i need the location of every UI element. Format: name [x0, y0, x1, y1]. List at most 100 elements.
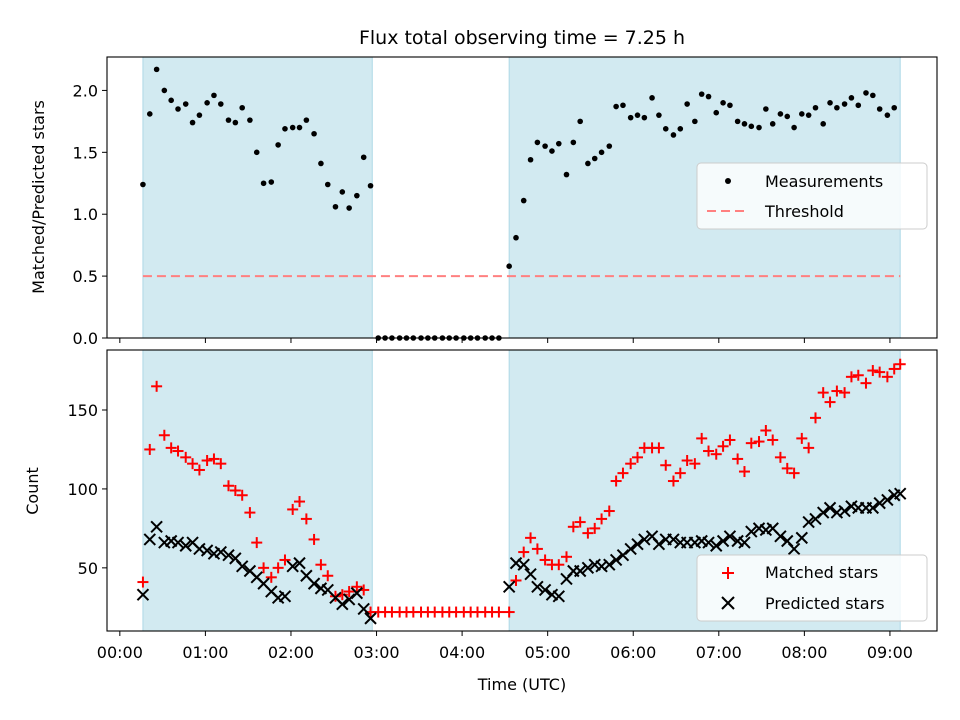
matched-star-point	[596, 513, 608, 525]
measurement-point	[225, 117, 232, 123]
predicted-star-point	[235, 560, 249, 573]
xtick-label: 08:00	[781, 643, 827, 662]
measurement-point	[763, 106, 769, 112]
matched-star-point	[236, 489, 248, 501]
predicted-star-point	[787, 542, 801, 556]
predicted-star-point	[350, 586, 364, 600]
matched-star-point	[215, 458, 227, 470]
xtick-label: 00:00	[97, 643, 143, 662]
predicted-star-point	[893, 487, 907, 500]
matched-star-point	[187, 458, 199, 470]
top-ytick-label: 1.0	[73, 205, 98, 224]
matched-star-point	[582, 527, 594, 539]
matched-star-point	[852, 369, 864, 381]
measurement-point	[591, 155, 598, 162]
predicted-star-point	[171, 536, 185, 549]
matched-star-point	[258, 562, 270, 574]
measurement-point	[841, 101, 848, 107]
measurement-point	[268, 179, 275, 185]
matched-star-point	[510, 574, 522, 586]
measurement-point	[289, 124, 296, 131]
matched-star-point	[696, 432, 708, 444]
measurement-point	[748, 123, 755, 130]
measurement-point	[741, 121, 748, 127]
predicted-star-point	[603, 558, 616, 571]
matched-star-point	[717, 440, 729, 452]
measurement-point	[318, 160, 324, 167]
x-axis-label: Time (UTC)	[477, 675, 566, 694]
matched-star-point	[503, 606, 515, 618]
predicted-star-point	[136, 588, 150, 601]
measurement-point	[360, 154, 367, 161]
matched-star-point	[881, 371, 893, 383]
measurement-point	[549, 148, 555, 154]
predicted-star-point	[150, 520, 163, 534]
matched-star-point	[223, 480, 235, 492]
matched-star-point	[193, 464, 205, 476]
measurement-point	[656, 112, 662, 118]
measurement-point	[247, 117, 253, 123]
matched-star-point	[738, 466, 750, 478]
measurement-point	[620, 102, 626, 109]
matched-star-point	[753, 436, 765, 448]
predicted-star-point	[631, 537, 644, 551]
matched-star-point	[287, 503, 299, 515]
measurement-point	[527, 156, 534, 163]
measurement-point	[713, 109, 720, 116]
predicted-star-point	[278, 590, 292, 603]
predicted-star-point	[873, 496, 886, 510]
matched-star-point	[625, 458, 637, 470]
measurement-point	[727, 102, 733, 109]
legend-predicted-marker	[721, 596, 735, 610]
bottom-ytick-label: 100	[67, 480, 98, 499]
matched-star-point	[888, 363, 900, 375]
matched-star-point	[689, 458, 701, 470]
measurement-point	[339, 189, 346, 195]
legend-measurements-marker	[725, 178, 731, 184]
measurement-point	[756, 124, 762, 131]
matched-star-point	[860, 377, 872, 389]
matched-star-point	[774, 451, 786, 463]
measurement-point	[812, 104, 819, 111]
measurement-point	[598, 149, 605, 156]
measurement-point	[506, 263, 512, 270]
measurement-point	[577, 118, 583, 125]
xtick-label: 02:00	[268, 643, 314, 662]
measurement-point	[884, 112, 891, 118]
matched-star-point	[208, 453, 220, 465]
measurement-point	[324, 181, 331, 188]
matched-star-point	[732, 453, 744, 465]
matched-star-point	[681, 455, 693, 467]
matched-star-point	[180, 451, 192, 463]
measurement-point	[182, 101, 189, 107]
matched-star-point	[674, 467, 686, 479]
predicted-star-point	[502, 580, 516, 594]
top-ytick-label: 1.5	[73, 143, 98, 162]
top-axes-frame	[106, 56, 938, 339]
predicted-star-point	[881, 493, 894, 507]
measurement-point	[677, 125, 684, 132]
predicted-star-point	[838, 504, 851, 518]
matched-star-point	[294, 496, 306, 508]
matched-star-point	[788, 467, 800, 479]
matched-star-point	[824, 396, 836, 408]
measurement-point	[175, 106, 181, 112]
measurement-point	[146, 111, 153, 117]
legend-predicted-label: Predicted stars	[765, 594, 885, 613]
matched-star-point	[279, 554, 291, 566]
measurement-point	[239, 104, 245, 111]
measurement-point	[585, 160, 591, 167]
matched-star-point	[745, 437, 757, 449]
matched-star-point	[703, 445, 715, 457]
matched-star-point	[796, 432, 808, 444]
measurement-point	[827, 100, 833, 106]
measurement-point	[204, 100, 210, 106]
bottom-ytick-label: 150	[67, 401, 98, 420]
top-ylabel: Matched/Predicted stars	[29, 100, 48, 294]
measurement-point	[282, 125, 288, 132]
measurement-point	[303, 117, 310, 123]
matched-star-point	[525, 532, 537, 544]
measurement-point	[570, 139, 577, 146]
matched-star-point	[265, 571, 277, 583]
matched-star-point	[724, 434, 736, 446]
